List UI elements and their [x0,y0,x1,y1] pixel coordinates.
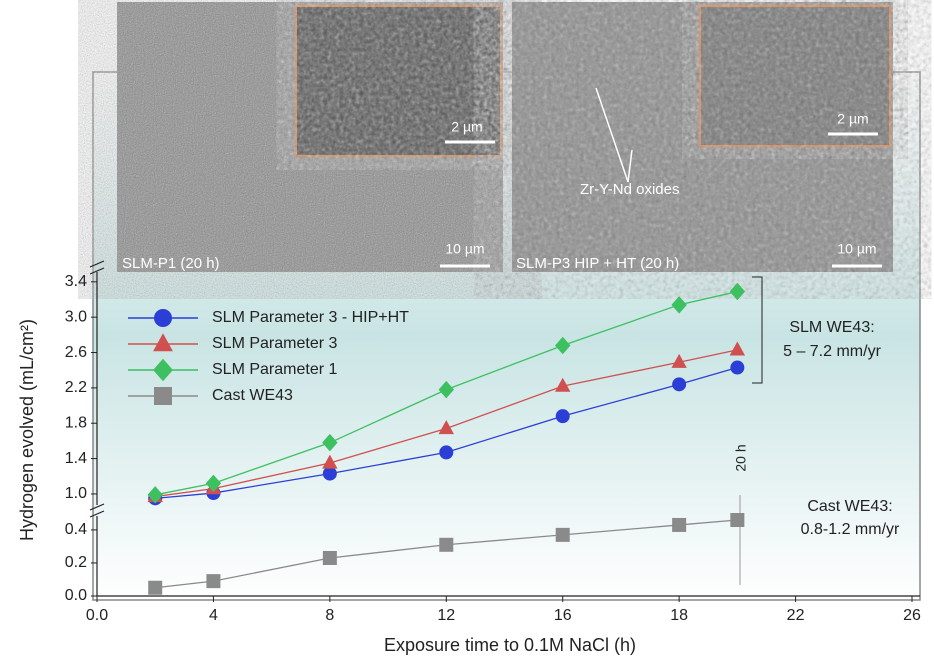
annotation: 0.8-1.2 mm/yr [801,521,900,538]
y-tick-label: 0.2 [65,554,87,571]
micrographs: 2 µm 2 µm 10 µm 10 µm SLM-P1 (20 h) SLM-… [117,2,893,272]
marker [154,309,172,327]
x-tick-label: 26 [903,607,921,624]
marker [322,466,337,481]
marker [154,387,172,405]
pointer [595,87,629,183]
legend-label: Cast WE43 [212,387,293,404]
bracket [752,276,763,384]
marker [729,341,746,356]
axis-break [89,260,105,275]
y-tick-label: 0.0 [65,587,87,604]
marker [147,486,163,504]
annotation: 20 h [733,444,749,471]
annotation: Cast WE43: [807,498,892,515]
marker [729,282,746,301]
marker [555,527,570,542]
x-tick-label: 22 [787,607,805,624]
marker [206,574,221,589]
marker [153,333,173,352]
y-tick-label: 1.0 [65,485,87,502]
axis-break [89,503,105,518]
inset-texture [297,7,500,155]
annotation: SLM WE43: [789,319,874,336]
image-caption: SLM-P1 (20 h) [122,255,220,272]
scale-label: 10 µm [837,241,876,257]
x-tick-label: 18 [670,607,688,624]
legend-label: SLM Parameter 3 [212,335,337,352]
inset-scale: 2 µm [451,119,482,135]
marker [555,409,570,424]
legend-label: SLM Parameter 1 [212,361,337,378]
y-axis-title: Hydrogen evolved (mL/cm²) [17,319,37,541]
x-tick-label: 8 [325,607,334,624]
marker [555,377,571,392]
y-tick-label: 1.4 [65,450,87,467]
image-label: Zr-Y-Nd oxides [580,181,679,198]
marker [322,433,338,452]
image-caption: SLM-P3 HIP + HT (20 h) [516,255,679,272]
y-tick-label: 0.4 [65,521,87,538]
marker [438,420,454,435]
pointer [627,149,633,183]
marker [439,445,454,460]
marker [322,454,338,469]
marker [439,537,454,552]
x-tick-label: 16 [554,607,572,624]
marker [153,358,173,382]
x-axis-title: Exposure time to 0.1M NaCl (h) [384,635,636,655]
marker [671,296,687,314]
y-tick-label: 1.8 [65,414,87,431]
marker [322,551,337,565]
x-tick-label: 12 [437,607,455,624]
marker [730,360,745,375]
y-tick-label: 2.6 [65,344,87,361]
marker [671,353,687,368]
marker [672,377,687,392]
y-tick-label: 3.4 [65,273,87,290]
marker [438,380,454,399]
inset-texture [701,7,889,145]
inset-scale: 2 µm [837,111,868,127]
marker [555,336,571,355]
legend-label: SLM Parameter 3 - HIP+HT [212,309,409,326]
x-tick-label: 4 [209,607,218,624]
annotation: 5 – 7.2 mm/yr [783,343,881,360]
y-tick-label: 2.2 [65,379,87,396]
marker [730,513,745,527]
marker [148,580,163,595]
marker [672,517,687,532]
y-tick-label: 3.0 [65,308,87,325]
scale-label: 10 µm [445,241,484,257]
x-tick-label: 0.0 [86,607,108,624]
marker [205,474,222,493]
